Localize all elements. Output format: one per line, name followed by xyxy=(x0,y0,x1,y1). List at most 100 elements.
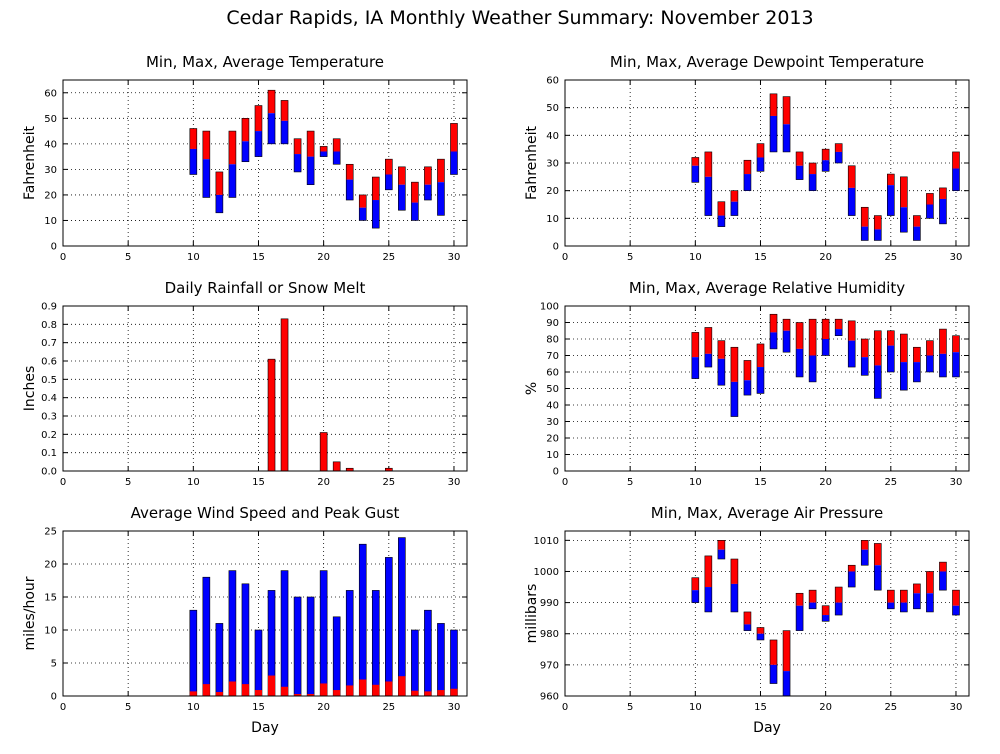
range-bar-outline xyxy=(332,138,341,165)
chart-humidity: 0 10 20 30 40 50 60 70 80 90 100 0 5 10 15 20 25 30 Min, M… xyxy=(524,279,970,488)
chart-temp: 0 10 20 30 40 50 60 0 5 10 15 20 25 30 Min, Max, Avera… xyxy=(22,53,468,263)
x-tick-label: 20 xyxy=(317,477,330,488)
x-tick-label: 0 xyxy=(60,252,66,263)
y-tick-label: 0.9 xyxy=(41,302,57,313)
avg-wind-bar xyxy=(385,681,393,696)
avg-wind-bar xyxy=(333,690,341,696)
x-tick-label: 20 xyxy=(317,252,330,263)
lower-range-bar xyxy=(333,151,341,165)
gust-bar xyxy=(358,543,367,697)
x-tick-label: 20 xyxy=(819,702,832,713)
lower-range-bar xyxy=(398,184,406,211)
range-bar-outline xyxy=(821,318,830,356)
avg-wind-bar xyxy=(228,681,236,696)
range-bar-outline xyxy=(782,96,791,153)
upper-range-bar xyxy=(939,187,947,199)
upper-range-bar xyxy=(796,322,804,349)
lower-range-bar xyxy=(783,330,791,353)
y-axis-label: miles/hour xyxy=(22,576,38,650)
upper-range-bar xyxy=(848,565,856,572)
gust-bar xyxy=(241,583,250,697)
x-tick-label: 5 xyxy=(627,702,633,713)
range-bar-outline xyxy=(704,151,713,216)
upper-range-bar xyxy=(770,93,778,116)
upper-range-bar xyxy=(913,583,921,594)
gust-bar xyxy=(332,616,341,697)
x-tick-label: 0 xyxy=(562,252,568,263)
lower-range-bar xyxy=(913,226,921,241)
range-bar-outline xyxy=(371,176,380,229)
x-tick-label: 0 xyxy=(562,702,568,713)
y-tick-label: 0.4 xyxy=(41,393,57,404)
range-bar-outline xyxy=(228,130,237,198)
range-bar-outline xyxy=(691,577,700,603)
upper-range-bar xyxy=(411,182,419,203)
upper-range-bar xyxy=(730,559,738,584)
lower-range-bar xyxy=(730,381,738,417)
lower-range-bar xyxy=(822,160,830,172)
range-bar-outline xyxy=(939,561,947,591)
upper-range-bar xyxy=(385,159,393,175)
upper-range-bar xyxy=(887,590,895,603)
lower-range-bar xyxy=(770,664,778,684)
lower-range-bar xyxy=(809,174,817,191)
upper-range-bar xyxy=(450,123,458,152)
upper-range-bar xyxy=(952,590,960,606)
upper-range-bar xyxy=(809,163,817,175)
lower-range-bar xyxy=(861,226,869,241)
range-bar-outline xyxy=(952,151,960,191)
x-tick-label: 20 xyxy=(819,477,832,488)
y-tick-label: 990 xyxy=(540,598,559,609)
chart-title: Min, Max, Average Air Pressure xyxy=(651,504,883,522)
y-tick-label: 60 xyxy=(546,76,559,87)
y-axis-label: Fahrenheit xyxy=(524,125,540,200)
y-tick-label: 960 xyxy=(540,692,559,703)
range-bar-outline xyxy=(730,346,739,417)
x-tick-label: 25 xyxy=(884,702,897,713)
range-bar-outline xyxy=(926,193,934,219)
range-bar-outline xyxy=(860,338,869,376)
lower-range-bar xyxy=(424,184,432,201)
upper-range-bar xyxy=(900,334,908,363)
lower-range-bar xyxy=(822,339,830,356)
upper-range-bar xyxy=(359,194,367,208)
lower-range-bar xyxy=(691,590,699,603)
range-bar-outline xyxy=(743,360,752,396)
lower-range-bar xyxy=(861,357,869,376)
y-tick-label: 10 xyxy=(546,214,559,225)
range-bar-outline xyxy=(717,201,726,227)
lower-range-bar xyxy=(874,365,882,399)
range-bar-outline xyxy=(834,143,843,164)
x-tick-label: 20 xyxy=(317,702,330,713)
upper-range-bar xyxy=(874,543,882,566)
x-tick-label: 5 xyxy=(125,252,131,263)
range-bar-outline xyxy=(939,328,947,378)
x-tick-label: 10 xyxy=(187,252,200,263)
x-tick-label: 15 xyxy=(754,702,767,713)
avg-wind-bar xyxy=(307,694,315,696)
lower-range-bar xyxy=(913,593,921,609)
upper-range-bar xyxy=(783,630,791,672)
main-title: Cedar Rapids, IA Monthly Weather Summary… xyxy=(226,7,813,29)
upper-range-bar xyxy=(835,319,843,330)
lower-range-bar xyxy=(691,357,699,379)
gust-bar xyxy=(398,537,406,697)
range-bar-outline xyxy=(821,605,830,622)
chart-title: Min, Max, Average Dewpoint Temperature xyxy=(610,53,924,71)
gust-bar xyxy=(215,623,224,697)
lower-range-bar xyxy=(952,168,960,191)
lower-range-bar xyxy=(717,215,725,227)
avg-wind-bar xyxy=(294,694,302,696)
y-tick-label: 50 xyxy=(44,114,57,125)
lower-range-bar xyxy=(372,200,380,229)
range-bar-outline xyxy=(821,148,830,172)
lower-range-bar xyxy=(952,605,960,616)
lower-range-bar xyxy=(939,353,947,377)
lower-range-bar xyxy=(822,615,830,622)
lower-range-bar xyxy=(717,358,725,386)
range-bar-outline xyxy=(756,143,765,172)
upper-range-bar xyxy=(704,555,712,588)
upper-range-bar xyxy=(796,593,804,606)
upper-range-bar xyxy=(939,562,947,572)
avg-wind-bar xyxy=(320,683,328,696)
